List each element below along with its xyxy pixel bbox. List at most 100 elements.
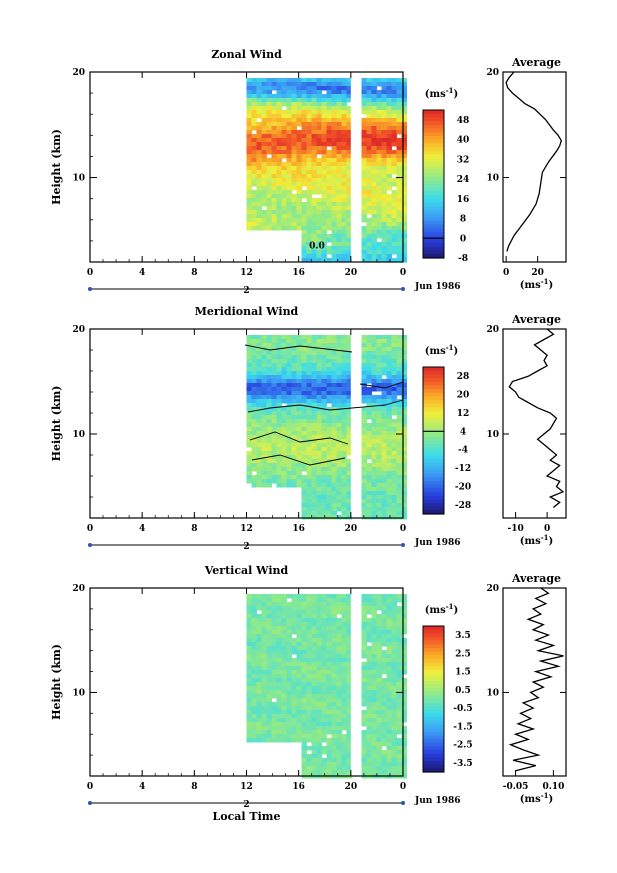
- panel-1-colorbar-swatch: [423, 169, 444, 174]
- panel-3-colorbar-swatch: [423, 709, 444, 715]
- panel-3-day-bar-end: [401, 801, 405, 805]
- panel-1-colorbar-swatch: [423, 221, 444, 226]
- panel-1-colorbar-swatch: [423, 206, 444, 211]
- panel-2-colorbar-swatch: [423, 425, 444, 431]
- panel-3-average-xunit: (ms-1): [520, 791, 553, 805]
- panel-3-colorbar-swatch: [423, 677, 444, 682]
- panel-2-colorbar-swatch: [423, 414, 444, 420]
- panel-1-colorbar-swatch: [423, 246, 444, 252]
- panel-1-xtick-label: 0: [400, 268, 406, 278]
- panel-1-colorbar-label: 48: [457, 116, 470, 126]
- panel-1-colorbar-swatch: [423, 161, 444, 167]
- panel-2-average-ytick-label: 20: [486, 325, 499, 335]
- panel-2-colorbar-swatch: [423, 495, 444, 500]
- panel-2-colorbar-swatch: [423, 458, 444, 464]
- panel-2-average-xunit: (ms-1): [520, 533, 553, 547]
- panel-3-colorbar-swatch: [423, 647, 444, 653]
- panel-2-colorbar-swatch: [423, 477, 444, 482]
- panel-2-colorbar-swatch: [423, 510, 444, 515]
- panel-2-average-xtick-label: 0: [544, 524, 550, 534]
- panel-2-colorbar-swatch: [423, 499, 444, 504]
- panel-3-day-label: 2: [243, 800, 249, 810]
- panel-3-colorbar-swatch: [423, 636, 444, 642]
- panel-1-colorbar-swatch: [423, 154, 444, 159]
- panel-3-colorbar-swatch: [423, 713, 444, 718]
- panel-3-colorbar-swatch: [423, 626, 444, 631]
- panel-1-colorbar-swatch: [423, 121, 444, 126]
- panel-1-xtick-label: 8: [191, 268, 197, 278]
- panel-2-xtick-label: 20: [345, 524, 358, 534]
- panel-1-colorbar-swatch: [423, 198, 444, 204]
- panel-1-colorbar-swatch: [423, 158, 444, 163]
- panel-2-day-bar-end: [401, 543, 405, 547]
- panel-3-colorbar-swatch: [423, 735, 444, 740]
- panel-1-colorbar-swatch: [423, 147, 444, 152]
- panel-2-colorbar-swatch: [423, 403, 444, 409]
- panel-1-colorbar-swatch: [423, 139, 444, 144]
- panel-1-ytick-label: 20: [72, 68, 85, 78]
- panel-2-colorbar-swatch: [423, 436, 444, 442]
- panel-2-average-frame: [502, 328, 567, 519]
- panel-2-colorbar-swatch: [423, 381, 444, 386]
- panel-3-xtick-label: 8: [191, 782, 197, 792]
- panel-1-average-title: Average: [511, 56, 561, 69]
- panel-2-colorbar-swatch: [423, 392, 444, 397]
- panel-2-title: Meridional Wind: [195, 305, 299, 318]
- panel-1-colorbar-label: 8: [460, 215, 466, 225]
- panel-3-colorbar-swatch: [423, 746, 444, 751]
- panel-3-colorbar-swatch: [423, 688, 444, 693]
- panel-1-colorbar-swatch: [423, 180, 444, 185]
- panel-1-colorbar-swatch: [423, 187, 444, 192]
- panel-1-colorbar-swatch: [423, 124, 444, 130]
- panel-3-colorbar-swatch: [423, 629, 444, 634]
- panel-1-day-label: 2: [243, 286, 249, 296]
- panel-3-xtick-label: 0: [400, 782, 406, 792]
- panel-3-colorbar-swatch: [423, 761, 444, 766]
- panel-2-colorbar-swatch: [423, 407, 444, 412]
- panel-1-colorbar-swatch: [423, 150, 444, 155]
- panel-3-colorbar-swatch: [423, 633, 444, 638]
- panel-2-contour-line: [359, 381, 404, 389]
- panel-2-colorbar-swatch: [423, 389, 444, 394]
- panel-1-colorbar-swatch: [423, 232, 444, 237]
- panel-3-colorbar-label: 0.5: [455, 686, 471, 696]
- panel-3-xtick-label: 12: [240, 782, 253, 792]
- panel-3-colorbar-swatch: [423, 662, 444, 667]
- panel-2-ylabel: Height (km): [50, 386, 63, 462]
- panel-2-colorbar-swatch: [423, 466, 444, 471]
- panel-2-colorbar-swatch: [423, 491, 444, 497]
- panel-3-average-frame: [502, 587, 567, 777]
- panel-3-colorbar-swatch: [423, 669, 444, 675]
- panel-1-colorbar-label: 16: [457, 195, 470, 205]
- panel-1-colorbar-swatch: [423, 250, 444, 255]
- panel-3-ytick-label: 20: [72, 584, 85, 594]
- panel-1-ylabel: Height (km): [50, 129, 63, 205]
- panel-1-colorbar-label: 24: [457, 175, 470, 185]
- panel-1-colorbar-swatch: [423, 239, 444, 244]
- panel-1-colorbar-label: 0: [460, 234, 466, 244]
- panel-3-average-xtick-label: 0.10: [542, 782, 564, 792]
- panel-2-colorbar-frame: [422, 366, 445, 515]
- panel-1-contour-label: 0.0: [309, 241, 325, 251]
- panel-3-colorbar-swatch: [423, 757, 444, 762]
- panel-3-colorbar-swatch: [423, 655, 444, 660]
- panel-2-colorbar-swatch: [423, 411, 444, 416]
- panel-3-colorbar-swatch: [423, 717, 444, 722]
- panel-1-average-xunit: (ms-1): [520, 277, 553, 291]
- panel-3-colorbar-swatch: [423, 658, 444, 664]
- panel-3-colorbar-swatch: [423, 706, 444, 711]
- panel-3-xtick-label: 16: [292, 782, 305, 792]
- panel-1-colorbar-swatch: [423, 143, 444, 148]
- panel-3-colorbar-swatch: [423, 720, 444, 726]
- panel-3-colorbar-swatch: [423, 764, 444, 769]
- panel-2-colorbar-swatch: [423, 374, 444, 379]
- panel-3-colorbar-label: 2.5: [455, 649, 471, 659]
- panel-2-colorbar-label: 4: [460, 427, 466, 437]
- panel-1-colorbar-swatch: [423, 254, 444, 259]
- panel-3-colorbar-swatch: [423, 753, 444, 758]
- panel-1-colorbar-swatch: [423, 132, 444, 137]
- panel-2-colorbar-swatch: [423, 488, 444, 493]
- panel-2-xtick-label: 16: [292, 524, 305, 534]
- panel-3-colorbar-swatch: [423, 673, 444, 678]
- panel-3-xlabel: Local Time: [213, 810, 281, 823]
